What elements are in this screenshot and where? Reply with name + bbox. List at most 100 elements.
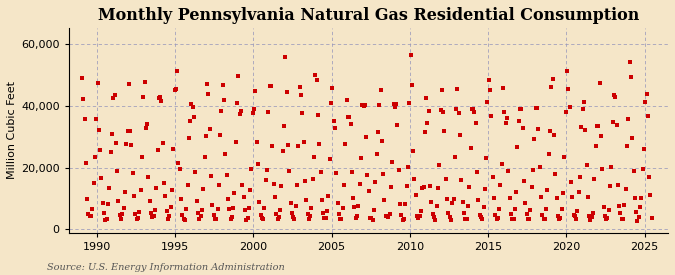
Point — [203, 92, 214, 96]
Point — [205, 127, 215, 131]
Point — [196, 208, 207, 212]
Point — [202, 82, 213, 86]
Point — [486, 114, 497, 119]
Point — [394, 168, 404, 172]
Point — [535, 195, 546, 199]
Point — [356, 156, 367, 160]
Point — [381, 214, 392, 218]
Point — [261, 178, 271, 182]
Point — [443, 211, 454, 216]
Point — [434, 163, 445, 167]
Point — [511, 190, 522, 194]
Point — [487, 174, 498, 179]
Point — [227, 214, 238, 219]
Point — [142, 122, 153, 126]
Point — [456, 178, 467, 182]
Point — [503, 169, 514, 174]
Point — [380, 214, 391, 218]
Point — [147, 215, 158, 219]
Point — [522, 217, 533, 221]
Point — [224, 207, 235, 211]
Point — [283, 143, 294, 148]
Point — [632, 218, 643, 223]
Point — [577, 107, 588, 112]
Point — [164, 213, 175, 218]
Point — [599, 214, 610, 218]
Point — [558, 191, 568, 195]
Point — [387, 159, 398, 164]
Point — [152, 147, 163, 152]
Point — [508, 217, 519, 221]
Point — [395, 202, 406, 207]
Point — [585, 218, 596, 223]
Point — [297, 111, 308, 115]
Point — [446, 217, 456, 222]
Point — [378, 172, 389, 177]
Point — [373, 130, 383, 134]
Point — [238, 195, 249, 199]
Point — [84, 214, 95, 219]
Point — [285, 201, 296, 205]
Point — [591, 124, 602, 128]
Point — [413, 216, 424, 221]
Point — [489, 195, 500, 200]
Point — [328, 119, 339, 124]
Point — [265, 84, 275, 88]
Point — [533, 127, 544, 131]
Point — [143, 175, 154, 179]
Point — [409, 177, 420, 182]
Point — [369, 208, 379, 212]
Point — [564, 105, 575, 109]
Point — [171, 69, 182, 73]
Point — [371, 152, 382, 156]
Point — [114, 212, 125, 217]
Point — [416, 209, 427, 213]
Point — [240, 208, 250, 212]
Point — [367, 218, 378, 222]
Point — [345, 122, 356, 127]
Point — [198, 186, 209, 191]
Point — [541, 207, 551, 211]
Point — [254, 200, 265, 205]
Point — [319, 216, 330, 221]
Point — [199, 155, 210, 159]
Point — [410, 193, 421, 197]
Point — [414, 214, 425, 219]
Point — [329, 126, 340, 131]
Point — [252, 162, 263, 166]
Point — [614, 204, 624, 208]
Point — [639, 147, 649, 152]
Point — [389, 105, 400, 109]
Point — [241, 218, 252, 222]
Point — [504, 196, 515, 200]
Point — [323, 194, 333, 198]
Point — [311, 78, 322, 82]
Point — [236, 109, 246, 113]
Point — [554, 217, 564, 221]
Point — [346, 170, 357, 174]
Point — [433, 186, 443, 190]
Point — [104, 185, 115, 190]
Point — [647, 215, 657, 220]
Point — [461, 216, 472, 221]
Point — [155, 95, 165, 100]
Point — [641, 92, 652, 97]
Point — [615, 210, 626, 215]
Point — [207, 202, 218, 207]
Point — [392, 123, 403, 127]
Point — [300, 179, 310, 183]
Point — [427, 212, 438, 217]
Point — [366, 216, 377, 220]
Point — [268, 182, 279, 187]
Point — [576, 125, 587, 129]
Point — [333, 212, 344, 216]
Point — [578, 100, 589, 105]
Point — [129, 194, 140, 198]
Point — [271, 211, 281, 216]
Y-axis label: Million Cubic Feet: Million Cubic Feet — [7, 81, 17, 179]
Point — [636, 196, 647, 200]
Point — [76, 76, 87, 80]
Point — [399, 216, 410, 221]
Point — [450, 155, 460, 160]
Point — [532, 105, 543, 110]
